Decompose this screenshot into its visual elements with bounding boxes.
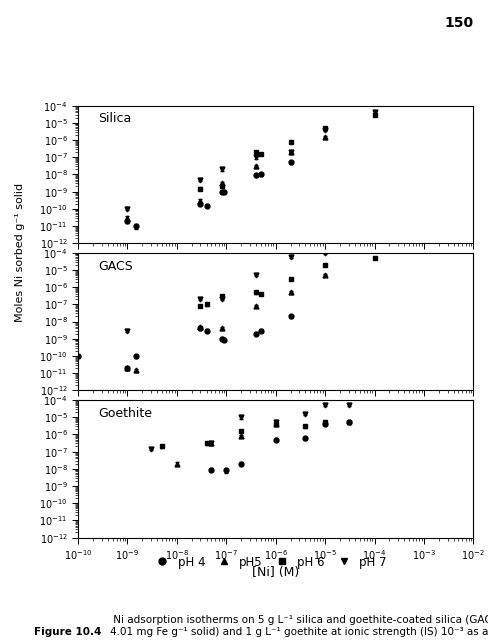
Text: Figure 10.4: Figure 10.4 — [34, 627, 102, 637]
Text: Goethite: Goethite — [98, 407, 152, 420]
Text: Moles Ni sorbed g⁻¹ solid: Moles Ni sorbed g⁻¹ solid — [15, 183, 24, 323]
Text: GACS: GACS — [98, 260, 133, 273]
X-axis label: [Ni] (M): [Ni] (M) — [252, 566, 299, 579]
Text: 150: 150 — [444, 16, 473, 30]
Text: Silica: Silica — [98, 113, 131, 125]
Text: Ni adsorption isotherms on 5 g L⁻¹ silica and goethite-coated silica (GACS,
4.01: Ni adsorption isotherms on 5 g L⁻¹ silic… — [110, 615, 488, 637]
Legend: pH 4, pH5, pH 6, pH 7: pH 4, pH5, pH 6, pH 7 — [146, 551, 391, 573]
